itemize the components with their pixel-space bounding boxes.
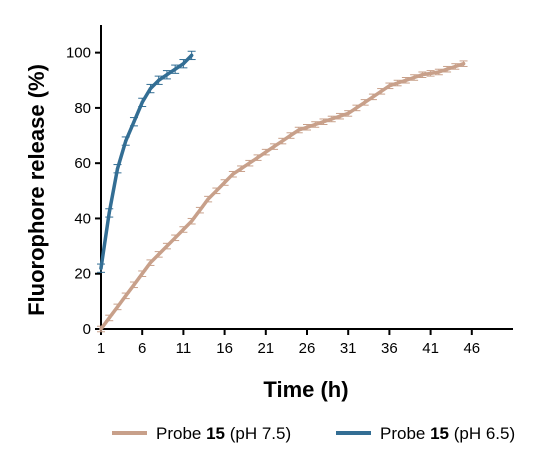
data-point — [297, 128, 301, 132]
data-point — [363, 100, 367, 104]
data-point — [148, 86, 153, 91]
data-point — [198, 208, 202, 212]
data-point — [140, 100, 144, 104]
data-point — [124, 139, 128, 143]
data-point — [214, 189, 218, 193]
y-tick-label: 80 — [74, 100, 91, 117]
data-point — [99, 266, 103, 270]
data-point — [387, 84, 391, 88]
y-tick-label: 20 — [74, 266, 91, 283]
x-tick-label: 6 — [138, 340, 146, 357]
data-point — [338, 114, 342, 118]
data-point — [412, 75, 416, 80]
data-point — [157, 252, 161, 256]
data-point — [330, 117, 334, 121]
y-tick-label: 60 — [74, 155, 91, 172]
data-point — [115, 305, 120, 309]
data-point — [429, 71, 433, 75]
data-point — [107, 316, 111, 320]
data-point — [280, 139, 284, 143]
data-point — [173, 67, 177, 71]
y-tick-label: 100 — [66, 45, 91, 62]
data-point — [255, 156, 260, 160]
x-tick-label: 11 — [176, 340, 192, 357]
data-point — [239, 167, 243, 171]
series-0 — [97, 60, 468, 333]
data-point — [206, 197, 210, 201]
data-point — [247, 161, 251, 165]
x-tick-label: 26 — [299, 340, 316, 357]
x-tick-label: 1 — [97, 340, 105, 357]
legend-label-ph75: Probe 15 (pH 7.5) — [156, 424, 291, 443]
data-point — [396, 81, 400, 85]
y-axis-title: Fluorophore release (%) — [24, 64, 49, 316]
data-point — [313, 122, 317, 127]
y-tick-label: 0 — [83, 321, 91, 338]
data-point — [132, 283, 136, 287]
data-point — [354, 106, 359, 110]
data-point — [264, 150, 268, 154]
x-tick-label: 46 — [463, 340, 480, 357]
data-point — [157, 78, 161, 82]
data-point — [165, 244, 169, 248]
data-point — [288, 133, 293, 138]
x-tick-label: 31 — [340, 340, 357, 357]
data-point — [231, 172, 235, 176]
x-tick-label: 36 — [381, 340, 398, 357]
x-tick-label: 21 — [257, 340, 274, 357]
data-point — [115, 167, 120, 171]
x-tick-label: 16 — [216, 340, 233, 357]
data-point — [445, 67, 449, 71]
legend: Probe 15 (pH 7.5) Probe 15 (pH 6.5) — [112, 424, 515, 443]
data-point — [223, 180, 227, 185]
series-line — [99, 53, 194, 270]
x-tick-label: 41 — [422, 340, 439, 357]
data-point — [107, 211, 111, 215]
data-point — [190, 53, 194, 58]
data-point — [132, 120, 136, 124]
y-tick-label: 40 — [74, 210, 91, 227]
data-point — [437, 70, 441, 74]
legend-item-ph75: Probe 15 (pH 7.5) — [112, 424, 291, 443]
data-point — [371, 95, 375, 99]
data-point — [173, 236, 177, 240]
data-point — [165, 73, 169, 77]
data-point — [148, 261, 153, 265]
data-point — [124, 294, 128, 298]
data-point — [190, 219, 194, 223]
legend-item-ph65: Probe 15 (pH 6.5) — [336, 424, 515, 443]
y-axis: 0 20 40 60 80 100 — [66, 25, 102, 338]
data-point — [379, 89, 383, 93]
data-point — [181, 62, 185, 66]
data-point — [305, 125, 309, 129]
data-point — [404, 78, 408, 82]
series-1 — [97, 50, 196, 273]
data-point — [453, 64, 457, 69]
data-point — [140, 272, 144, 276]
data-point — [346, 111, 350, 116]
legend-label-ph65: Probe 15 (pH 6.5) — [380, 424, 515, 443]
x-axis-title: Time (h) — [263, 377, 348, 402]
series-layer — [97, 50, 468, 333]
data-point — [321, 120, 326, 124]
series-line — [99, 61, 466, 331]
data-point — [272, 145, 276, 149]
data-point — [181, 227, 185, 232]
data-point — [420, 73, 424, 77]
data-point — [99, 327, 103, 331]
data-point — [461, 62, 466, 66]
x-axis: 1 6 11 16 21 26 31 36 41 46 — [97, 328, 513, 357]
